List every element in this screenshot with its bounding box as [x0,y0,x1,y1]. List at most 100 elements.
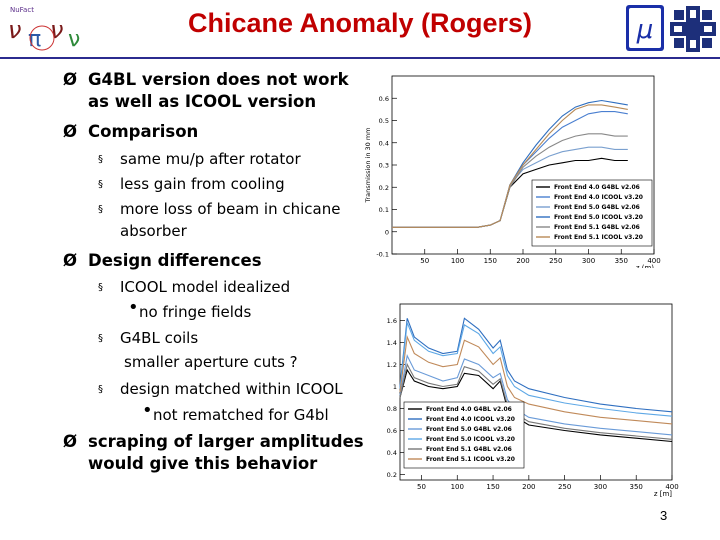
bullet-text: same mu/p after rotator [120,150,301,168]
section-bullet-icon: § [98,333,103,344]
sub-bullet-item: § design matched within ICOOL [98,378,388,400]
bullet-item: Ø Comparison [63,121,386,143]
bullet-text: less gain from cooling [120,175,285,193]
bullet-text: as well as ICOOL version [88,92,317,111]
sub-bullet-item: § same mu/p after rotator [98,148,388,170]
bullet-text: G4BL coils [120,329,199,347]
series-line [399,362,673,440]
title-divider [0,57,720,59]
series-line [399,368,673,443]
continuation-text: smaller aperture cuts ? [124,351,384,373]
nu-glyph-icon: ν [8,16,21,44]
x-tick-label: 200 [522,483,535,491]
legend-label: Front End 5.0 ICOOL v3.20 [426,436,515,443]
x-tick-label: 400 [665,483,678,491]
x-tick-label: 400 [647,257,660,265]
y-tick-label: 0.8 [387,405,397,413]
legend-label: Front End 4.0 ICOOL v3.20 [554,194,643,201]
bullet-item: Ø scraping of larger amplitudes would gi… [63,431,386,475]
y-tick-label: 1.2 [387,361,397,369]
nufact-logo: NuFact ν π ν ν [2,2,94,54]
x-tick-label: 100 [451,257,464,265]
bullet-text: Comparison [88,122,199,141]
bullet-text: scraping of larger amplitudes [88,432,364,451]
nu-glyph-icon-2: ν [50,16,63,44]
legend-label: Front End 5.0 G4BL v2.06 [554,204,640,211]
y-tick-label: 1 [393,383,397,391]
x-tick-label: 50 [420,257,429,265]
legend-label: Front End 5.1 G4BL v2.06 [554,224,640,231]
section-bullet-icon: § [98,204,103,215]
series-line [399,334,673,425]
series-line [399,317,673,413]
section-bullet-icon: § [98,384,103,395]
sub-bullet-item: § ICOOL model idealized [98,276,388,298]
y-tick-label: -0.1 [376,251,389,259]
x-tick-label: 200 [516,257,529,265]
arrow-bullet-icon: Ø [63,70,78,89]
nu-green-glyph-icon: ν [68,27,80,52]
x-tick-label: 350 [630,483,643,491]
y-tick-label: 0.5 [379,117,389,125]
nufact-logo-text: NuFact [10,6,34,14]
legend-label: Front End 4.0 G4BL v2.06 [554,184,640,191]
fermilab-mark-icon [670,6,716,52]
bullet-list: Ø G4BL version does not work as well as … [63,70,382,473]
x-tick-label: 100 [451,483,464,491]
fermilab-logo [670,6,716,52]
y-tick-label: 0.1 [379,206,389,214]
bullet-text: not rematched for G4bl [153,406,329,424]
y-tick-label: 1.6 [387,317,397,325]
sub-sub-bullet-item: • no fringe fields [128,297,378,323]
arrow-bullet-icon: Ø [63,122,78,141]
x-tick-label: 50 [417,483,426,491]
y-tick-label: 0 [385,228,389,236]
arrow-bullet-icon: Ø [63,432,78,451]
x-tick-label: 250 [549,257,562,265]
x-tick-label: 300 [594,483,607,491]
legend-label: Front End 5.1 ICOOL v3.20 [426,456,515,463]
bullet-text: smaller aperture cuts ? [124,353,298,371]
sub-bullet-item: § more loss of beam in chicane absorber [98,198,388,242]
legend-label: Front End 4.0 G4BL v2.06 [426,406,512,413]
legend-label: Front End 5.0 G4BL v2.06 [426,426,512,433]
sub-sub-bullet-item: • not rematched for G4bl [142,400,382,426]
slide-title: Chicane Anomaly (Rogers) [187,8,533,38]
bullet-text: design matched within ICOOL [120,380,343,398]
page-number: 3 [660,508,668,523]
bullet-text: Design differences [88,251,262,270]
legend-label: Front End 5.1 ICOOL v3.20 [554,234,643,241]
bullet-text: no fringe fields [139,303,252,321]
y-tick-label: 0.4 [387,449,397,457]
series-line [392,104,628,228]
dot-bullet-icon: • [142,400,153,421]
gain-chart: 50 100 150 200 250 300 350 400 0.2 0.4 0.6 0.8 1 1.2 1… [368,296,680,502]
y-tick-label: 0.2 [387,471,397,479]
bullet-text: G4BL version does not work [88,70,349,89]
bullet-item: Ø G4BL version does not work as well as … [63,69,386,113]
y-tick-label: 0.3 [379,162,389,170]
y-tick-label: 1.4 [387,339,397,347]
section-bullet-icon: § [98,154,103,165]
x-axis-label: z [m] [654,490,672,498]
y-tick-label: 0.6 [379,95,389,103]
muon-collaboration-logo: μ [625,4,665,52]
bullet-text: ICOOL model idealized [120,278,291,296]
mu-symbol-icon: μ [636,15,654,45]
x-tick-label: 350 [615,257,628,265]
bullet-text: would give this behavior [88,454,318,473]
series-line [399,322,673,417]
transmission-chart: 50 100 150 200 250 300 350 400 -0.1 0 0.1 0.2 0.3 0.4… [362,68,662,272]
arrow-bullet-icon: Ø [63,251,78,270]
legend-label: Front End 5.0 ICOOL v3.20 [554,214,643,221]
x-tick-label: 300 [582,257,595,265]
x-axis-label: z (m) [636,264,654,268]
section-bullet-icon: § [98,179,103,190]
legend-box [403,401,525,469]
legend-box [531,179,653,247]
section-bullet-icon: § [98,282,103,293]
y-tick-label: 0.6 [387,427,397,435]
legend-label: Front End 5.1 G4BL v2.06 [426,446,512,453]
sub-bullet-item: § less gain from cooling [98,173,388,195]
bullet-text: absorber [120,222,187,240]
